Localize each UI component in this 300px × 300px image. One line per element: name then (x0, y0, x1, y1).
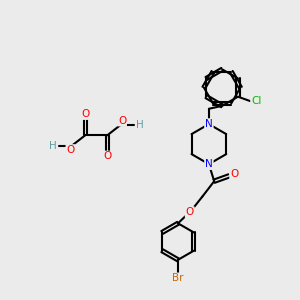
Text: O: O (81, 109, 89, 119)
Text: N: N (205, 119, 213, 129)
Text: O: O (186, 207, 194, 217)
Text: Br: Br (172, 273, 184, 284)
Text: O: O (230, 169, 238, 179)
Text: O: O (103, 152, 111, 161)
Text: O: O (118, 116, 126, 126)
Text: N: N (205, 159, 213, 169)
Text: O: O (66, 145, 75, 155)
Text: H: H (49, 141, 57, 151)
Text: H: H (136, 120, 144, 130)
Text: Cl: Cl (251, 96, 261, 106)
